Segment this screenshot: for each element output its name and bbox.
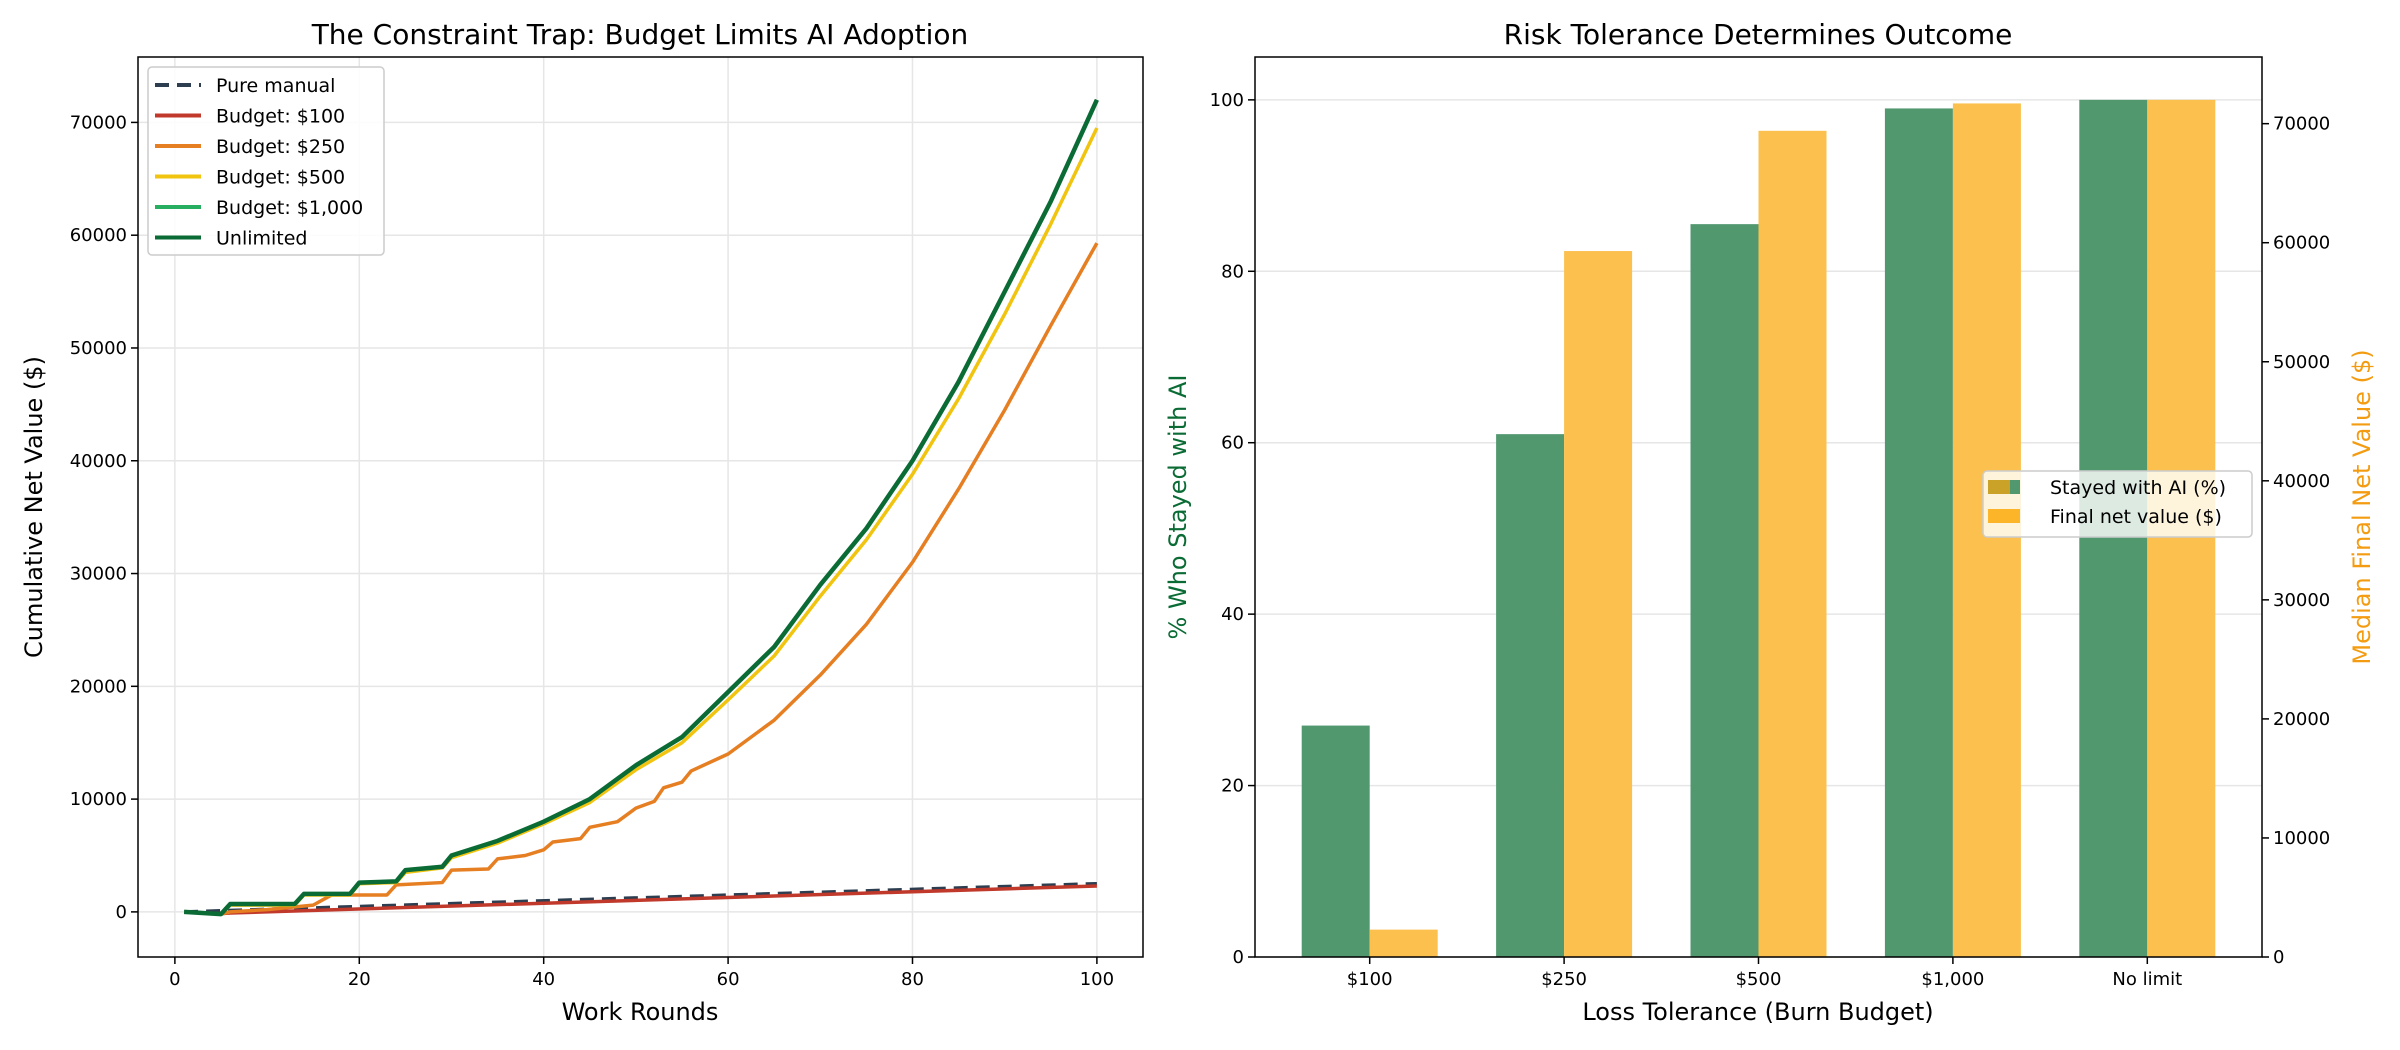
y-tick-label-left: 100 [1210, 90, 1244, 111]
y-tick-label: 10000 [70, 789, 127, 810]
y-tick-label-left: 80 [1221, 261, 1244, 282]
x-tick-label: 20 [348, 969, 371, 990]
bar-stayed [1884, 108, 1953, 957]
y-tick-label-left: 60 [1221, 433, 1244, 454]
bar-stayed [1301, 725, 1370, 957]
x-tick-label: 40 [532, 969, 555, 990]
x-axis-label: Work Rounds [562, 998, 719, 1026]
bar-final-value [1369, 929, 1438, 957]
y-tick-label: 20000 [70, 676, 127, 697]
y-tick-label-left: 40 [1221, 604, 1244, 625]
legend-label: Budget: $100 [216, 106, 345, 128]
series-line-5 [183, 98, 1099, 917]
plot-frame [1254, 56, 2263, 958]
y-axis-label-left: % Who Stayed with AI [1164, 375, 1192, 640]
chart-title: Risk Tolerance Determines Outcome [1504, 18, 2013, 51]
x-tick-label: 0 [169, 969, 180, 990]
x-tick-label: $250 [1541, 969, 1587, 990]
y-tick-label-right: 30000 [2273, 590, 2330, 611]
y-axis-label: Cumulative Net Value ($) [20, 356, 48, 658]
legend-swatch [1988, 509, 2020, 523]
x-axis-label: Loss Tolerance (Burn Budget) [1582, 998, 1933, 1026]
legend-label: Unlimited [216, 228, 308, 250]
x-tick-label: $100 [1347, 969, 1393, 990]
bar-stayed [1496, 434, 1565, 958]
y-tick-label-right: 70000 [2273, 114, 2330, 135]
y-tick-label: 60000 [70, 225, 127, 246]
series-line-2 [183, 242, 1099, 916]
x-tick-label: 80 [901, 969, 924, 990]
legend-label: Final net value ($) [2050, 506, 2222, 528]
y-tick-label-left: 0 [1233, 947, 1244, 968]
x-tick-label: No limit [2112, 969, 2182, 990]
y-tick-label: 30000 [70, 564, 127, 585]
y-tick-label-right: 60000 [2273, 233, 2330, 254]
bar-final-value [1564, 251, 1633, 958]
chart-title: The Constraint Trap: Budget Limits AI Ad… [311, 18, 969, 51]
legend [1982, 470, 2253, 538]
y-tick-label: 40000 [70, 451, 127, 472]
legend-swatch [1988, 480, 2010, 494]
bar-final-value [1758, 130, 1827, 958]
x-tick-label: 100 [1080, 969, 1114, 990]
plot-frame [137, 56, 1144, 958]
y-tick-label: 0 [116, 902, 127, 923]
legend-label: Budget: $1,000 [216, 197, 363, 219]
y-tick-label: 50000 [70, 338, 127, 359]
series-line-0 [184, 881, 1097, 914]
x-tick-label: $1,000 [1921, 969, 1984, 990]
x-tick-label: $500 [1736, 969, 1782, 990]
legend-label: Budget: $500 [216, 167, 345, 189]
bar-chart: Risk Tolerance Determines Outcome Loss T… [1164, 18, 2376, 1026]
y-axis-label-right: Median Final Net Value ($) [2348, 349, 2376, 664]
y-tick-label: 70000 [70, 112, 127, 133]
y-tick-label-right: 0 [2273, 947, 2284, 968]
bar-stayed [1690, 224, 1759, 958]
y-tick-label-right: 50000 [2273, 352, 2330, 373]
y-tick-label-right: 20000 [2273, 709, 2330, 730]
legend-label: Budget: $250 [216, 136, 345, 158]
legend-label: Stayed with AI (%) [2050, 477, 2226, 499]
y-tick-label-right: 10000 [2273, 828, 2330, 849]
legend-swatch [2010, 480, 2020, 494]
line-chart: The Constraint Trap: Budget Limits AI Ad… [20, 18, 1144, 1026]
y-tick-label-right: 40000 [2273, 471, 2330, 492]
y-tick-label-left: 20 [1221, 776, 1244, 797]
legend-label: Pure manual [216, 75, 335, 97]
legend [147, 66, 385, 256]
x-tick-label: 60 [717, 969, 740, 990]
